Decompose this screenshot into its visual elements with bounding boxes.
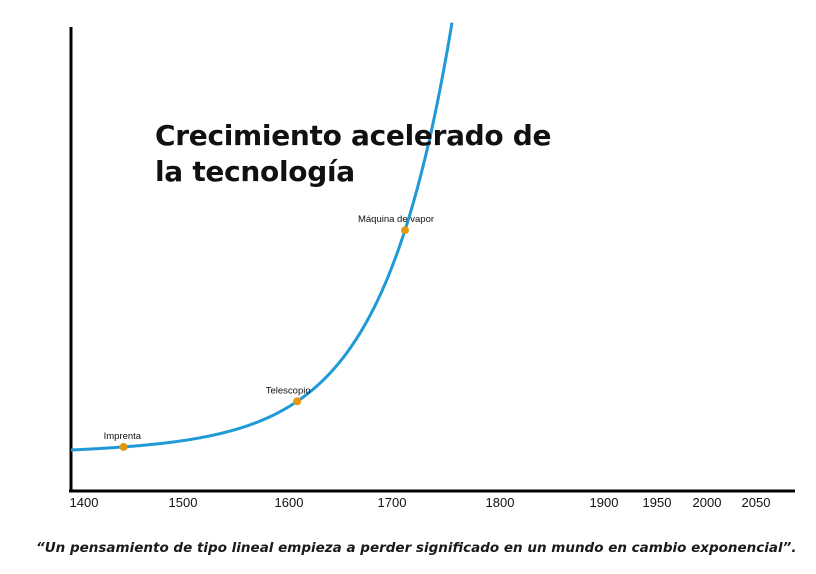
x-tick-label: 1400 — [70, 495, 99, 510]
title-line-1: Crecimiento acelerado de — [155, 119, 552, 152]
milestone: Imprenta — [104, 431, 142, 451]
x-tick-label: 1700 — [378, 495, 407, 510]
x-tick-label: 1950 — [643, 495, 672, 510]
x-tick-label: 1500 — [169, 495, 198, 510]
milestone-label: Máquina de vapor — [358, 214, 434, 225]
x-tick-label: 1900 — [590, 495, 619, 510]
x-tick-label: 1800 — [486, 495, 515, 510]
chart-title: Crecimiento acelerado de la tecnología — [155, 118, 552, 190]
caption-quote: “Un pensamiento de tipo lineal empieza a… — [36, 540, 797, 556]
milestone: Telescopio — [266, 385, 311, 406]
milestone-point — [293, 397, 302, 406]
x-tick-label: 1600 — [275, 495, 304, 510]
x-tick-label: 2050 — [742, 495, 771, 510]
title-line-2: la tecnología — [155, 155, 355, 188]
x-tick-labels: 1400 1500 1600 1700 1800 1900 1950 2000 2050 — [70, 495, 771, 510]
milestone-point — [401, 226, 409, 235]
x-tick-label: 2000 — [693, 495, 722, 510]
milestone-label: Imprenta — [104, 431, 142, 442]
milestone: Máquina de vapor — [358, 214, 434, 235]
milestone-point — [119, 442, 128, 451]
milestone-label: Telescopio — [266, 385, 311, 396]
growth-curve — [71, 22, 454, 452]
